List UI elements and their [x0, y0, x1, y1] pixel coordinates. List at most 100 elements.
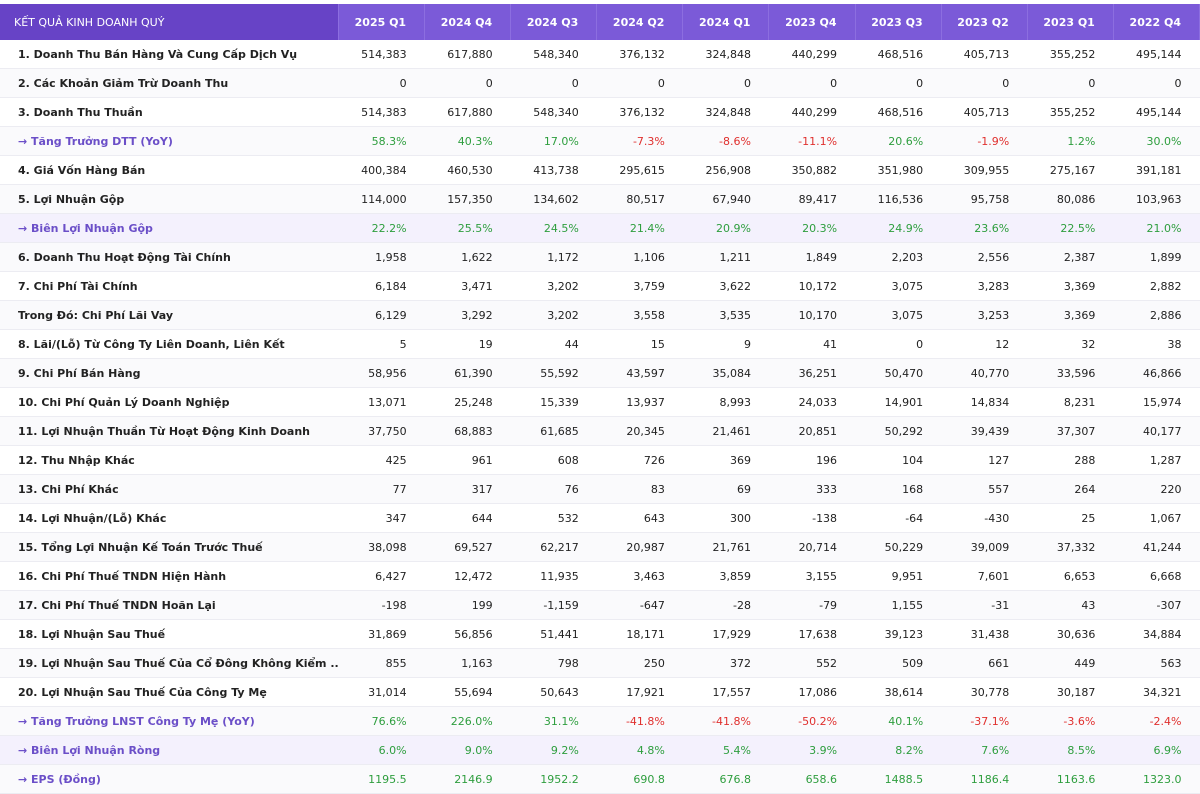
value-cell: 20.3% — [768, 213, 856, 243]
value-cell: 44 — [510, 329, 597, 359]
value-cell: -28 — [682, 590, 769, 620]
value-cell: 7.6% — [941, 735, 1028, 765]
value-cell: 20,345 — [596, 416, 683, 446]
value-cell: 495,144 — [1113, 40, 1200, 69]
value-cell: 449 — [1027, 648, 1114, 678]
value-cell: 37,307 — [1027, 416, 1114, 446]
row-label: 15. Tổng Lợi Nhuận Kế Toán Trước Thuế — [0, 532, 339, 562]
header-row: KẾT QUẢ KINH DOANH QUÝ 2025 Q1 2024 Q4 2024… — [0, 4, 1200, 40]
column-header: 2023 Q1 — [1027, 4, 1114, 40]
value-cell: 855 — [338, 648, 425, 678]
value-cell: 1195.5 — [338, 764, 425, 794]
value-cell: 220 — [1113, 474, 1200, 504]
value-cell: 38,614 — [855, 677, 942, 707]
value-cell: 17,929 — [682, 619, 769, 649]
value-cell: 495,144 — [1113, 97, 1200, 127]
value-cell: 69 — [682, 474, 769, 504]
value-cell: 38 — [1113, 329, 1200, 359]
table-row: → Tăng Trưởng DTT (YoY) 58.3% 40.3% 17.0% -7… — [0, 126, 1200, 156]
value-cell: 1323.0 — [1113, 764, 1200, 794]
table-row: Trong Đó: Chi Phí Lãi Vay 6,129 3,292 3,202… — [0, 300, 1200, 330]
value-cell: 0 — [855, 329, 942, 359]
value-cell: 6,129 — [338, 300, 425, 330]
value-cell: 333 — [768, 474, 856, 504]
value-cell: 372 — [682, 648, 769, 678]
table-row: 12. Thu Nhập Khác 425 961 608 726 369 196 104 12… — [0, 445, 1200, 475]
value-cell: 351,980 — [855, 155, 942, 185]
column-header: 2024 Q1 — [682, 4, 770, 40]
value-cell: 67,940 — [682, 184, 769, 214]
value-cell: 50,470 — [855, 358, 942, 388]
table-row: 2. Các Khoản Giảm Trừ Doanh Thu 0 0 0 0 0 0 0 0 0… — [0, 68, 1200, 98]
value-cell: 38,098 — [338, 532, 425, 562]
value-cell: 376,132 — [596, 40, 683, 69]
value-cell: 1,958 — [338, 242, 425, 272]
value-cell: 3,155 — [768, 561, 856, 591]
value-cell: 2,886 — [1113, 300, 1200, 330]
value-cell: -41.8% — [682, 706, 769, 736]
value-cell: 9 — [682, 329, 769, 359]
value-cell: 1488.5 — [855, 764, 942, 794]
value-cell: 76.6% — [338, 706, 425, 736]
value-cell: 50,229 — [855, 532, 942, 562]
value-cell: 3,253 — [941, 300, 1028, 330]
value-cell: 509 — [855, 648, 942, 678]
value-cell: 36,251 — [768, 358, 856, 388]
value-cell: 2,882 — [1113, 271, 1200, 301]
value-cell: 25 — [1027, 503, 1114, 533]
value-cell: 40.1% — [855, 706, 942, 736]
value-cell: 3,471 — [424, 271, 511, 301]
value-cell: 3,859 — [682, 561, 769, 591]
value-cell: 617,880 — [424, 97, 511, 127]
value-cell: -37.1% — [941, 706, 1028, 736]
value-cell: 3,622 — [682, 271, 769, 301]
value-cell: 3,202 — [510, 271, 597, 301]
value-cell: 250 — [596, 648, 683, 678]
column-header: 2024 Q3 — [510, 4, 598, 40]
table-row: 11. Lợi Nhuận Thuần Từ Hoạt Động Kinh Do… — [0, 416, 1200, 446]
value-cell: 1186.4 — [941, 764, 1028, 794]
value-cell: 17,638 — [768, 619, 856, 649]
row-label: 16. Chi Phí Thuế TNDN Hiện Hành — [0, 561, 339, 591]
value-cell: 6,668 — [1113, 561, 1200, 591]
value-cell: 0 — [510, 68, 597, 98]
value-cell: 617,880 — [424, 40, 511, 69]
value-cell: 116,536 — [855, 184, 942, 214]
value-cell: 9,951 — [855, 561, 942, 591]
value-cell: 37,332 — [1027, 532, 1114, 562]
table-row: 18. Lợi Nhuận Sau Thuế 31,869 56,856 51,441… — [0, 619, 1200, 649]
value-cell: 24.9% — [855, 213, 942, 243]
value-cell: 68,883 — [424, 416, 511, 446]
value-cell: 39,123 — [855, 619, 942, 649]
value-cell: 413,738 — [510, 155, 597, 185]
value-cell: 676.8 — [682, 764, 769, 794]
value-cell: 20.6% — [855, 126, 942, 156]
row-label: 6. Doanh Thu Hoạt Động Tài Chính — [0, 242, 339, 272]
value-cell: 17.0% — [510, 126, 597, 156]
page: KẾT QUẢ KINH DOANH QUÝ 2025 Q1 2024 Q4 2024… — [0, 4, 1200, 794]
value-cell: 95,758 — [941, 184, 1028, 214]
value-cell: 3,202 — [510, 300, 597, 330]
value-cell: 3,283 — [941, 271, 1028, 301]
value-cell: 1,849 — [768, 242, 856, 272]
value-cell: 355,252 — [1027, 40, 1114, 69]
value-cell: 405,713 — [941, 40, 1028, 69]
value-cell: 5 — [338, 329, 425, 359]
value-cell: 10,172 — [768, 271, 856, 301]
value-cell: 157,350 — [424, 184, 511, 214]
value-cell: 30.0% — [1113, 126, 1200, 156]
value-cell: 0 — [1113, 68, 1200, 98]
value-cell: 41,244 — [1113, 532, 1200, 562]
value-cell: 58.3% — [338, 126, 425, 156]
value-cell: 391,181 — [1113, 155, 1200, 185]
value-cell: 376,132 — [596, 97, 683, 127]
value-cell: 32 — [1027, 329, 1114, 359]
value-cell: 43 — [1027, 590, 1114, 620]
value-cell: 80,086 — [1027, 184, 1114, 214]
value-cell: -138 — [768, 503, 856, 533]
value-cell: 3,558 — [596, 300, 683, 330]
column-header: 2023 Q2 — [941, 4, 1028, 40]
value-cell: 532 — [510, 503, 597, 533]
value-cell: 440,299 — [768, 97, 856, 127]
row-label: 2. Các Khoản Giảm Trừ Doanh Thu — [0, 68, 339, 98]
